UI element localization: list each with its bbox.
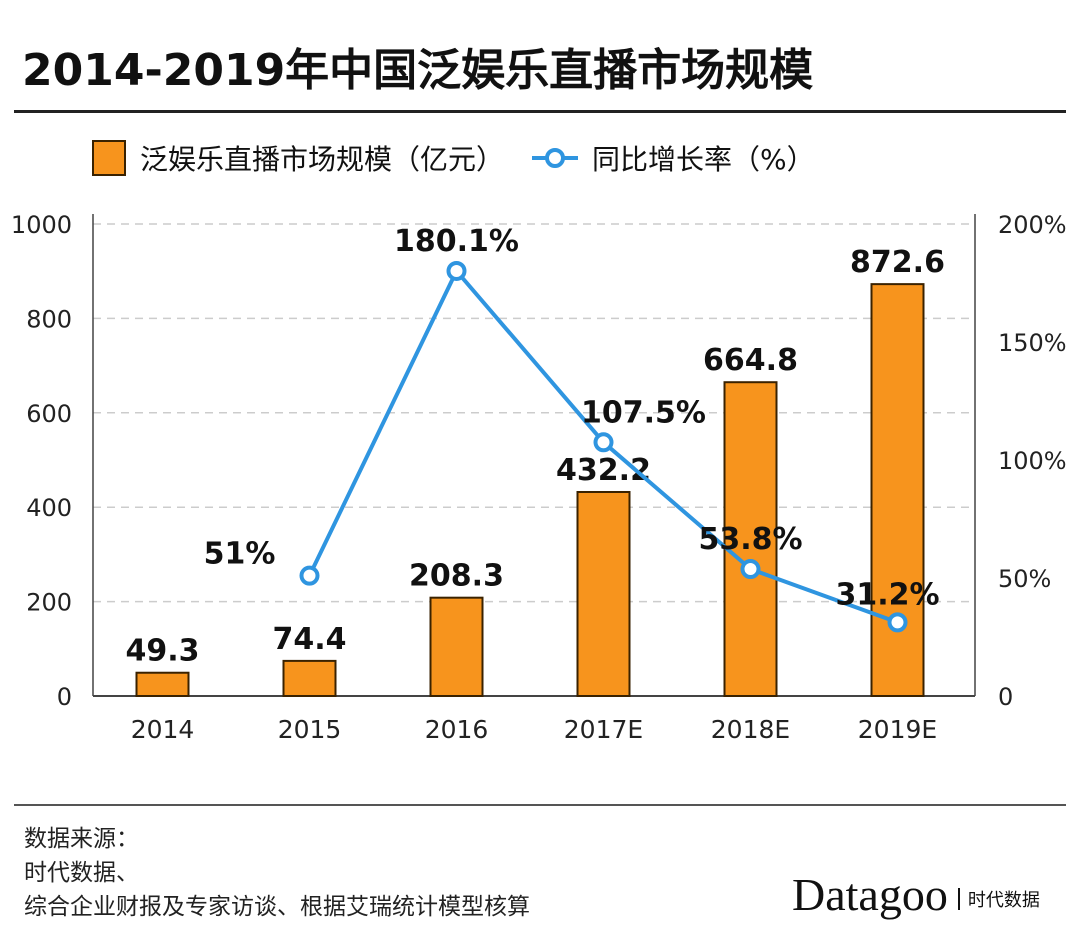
bar-data-label: 872.6 [850, 245, 945, 280]
bar [723, 381, 778, 697]
bar [135, 671, 190, 698]
line-data-label: 107.5% [581, 395, 706, 430]
x-tick-label: 2016 [425, 715, 489, 744]
line-data-label: 180.1% [394, 224, 519, 259]
y-left-tick-label: 600 [26, 400, 72, 428]
bar-data-label: 74.4 [272, 622, 346, 657]
y-right-tick-label: 0 [998, 683, 1013, 711]
chart-title: 2014-2019年中国泛娱乐直播市场规模 [22, 45, 814, 96]
logo-separator [957, 888, 960, 910]
y-right-tick-label: 200% [998, 211, 1067, 239]
x-tick-label: 2019E [858, 715, 937, 744]
legend-bar-swatch [92, 140, 126, 176]
bar-data-label: 208.3 [409, 559, 504, 594]
bar-data-label: 664.8 [703, 343, 798, 378]
combo-chart: 0 200 400 600 800 1000 0 50% 100% 150% 200% 49.3 201… [11, 211, 1067, 744]
x-tick-label: 2014 [131, 715, 195, 744]
y-left-tick-label: 1000 [11, 211, 72, 239]
line-data-label: 53.8% [698, 522, 802, 557]
y-left-tick-label: 200 [26, 589, 72, 617]
source-line: 综合企业财报及专家访谈、根据艾瑞统计模型核算 [24, 894, 530, 920]
line-data-label: 31.2% [835, 577, 939, 612]
y-left-tick-label: 800 [26, 305, 72, 333]
legend-line-label: 同比增长率（%） [592, 143, 815, 176]
y-left-tick-label: 400 [26, 494, 72, 522]
legend-line-icon [532, 148, 579, 168]
source-line: 数据来源： [24, 826, 139, 852]
legend: 泛娱乐直播市场规模（亿元） 同比增长率（%） [92, 138, 815, 178]
y-right-tick-label: 50% [998, 565, 1051, 593]
bar [576, 491, 631, 697]
source-line: 时代数据、 [24, 860, 139, 886]
growth-point [299, 565, 320, 586]
bar [870, 283, 925, 697]
growth-point [446, 260, 467, 281]
x-tick-label: 2018E [711, 715, 790, 744]
x-tick-label: 2015 [278, 715, 342, 744]
y-right-tick-label: 150% [998, 329, 1067, 357]
logo: Datagoo 时代数据 [792, 872, 1040, 918]
growth-point [887, 612, 908, 633]
x-tick-label: 2017E [564, 715, 643, 744]
y-left-tick-label: 0 [57, 683, 72, 711]
bar-data-label: 49.3 [125, 634, 199, 669]
growth-point [593, 432, 614, 453]
logo-cn: 时代数据 [967, 890, 1040, 911]
footer-divider [14, 804, 1066, 806]
bar [429, 596, 484, 697]
legend-bar-label: 泛娱乐直播市场规模（亿元） [140, 143, 505, 176]
logo-brand: Datagoo [792, 869, 948, 920]
title-divider [14, 110, 1066, 113]
y-right-tick-label: 100% [998, 447, 1067, 475]
growth-point [740, 559, 761, 580]
line-data-label: 51% [204, 537, 276, 572]
source-note: 数据来源： 时代数据、 综合企业财报及专家访谈、根据艾瑞统计模型核算 [24, 822, 530, 924]
bar [282, 659, 337, 697]
